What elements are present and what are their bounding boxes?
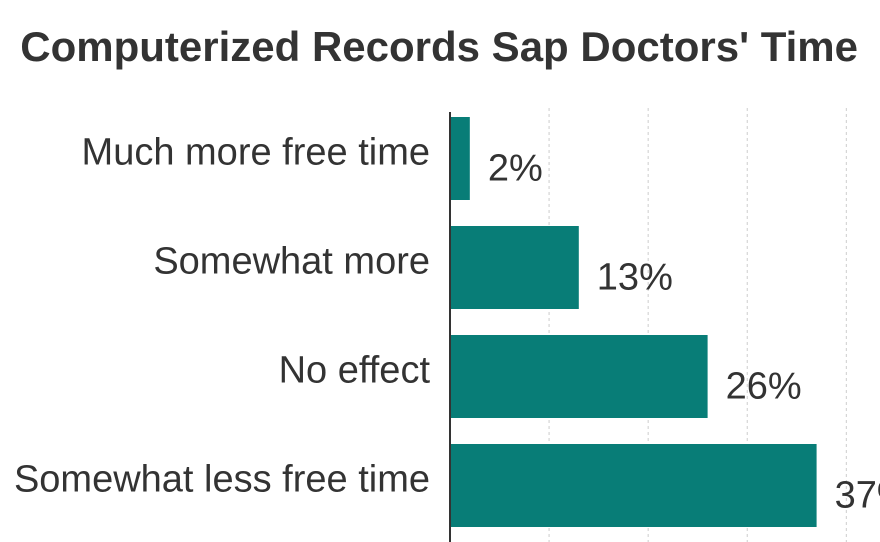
bar — [450, 335, 708, 418]
y-tick-label: Somewhat less free time — [14, 459, 430, 501]
y-tick-label: Much more free time — [82, 132, 430, 174]
bar — [450, 226, 579, 309]
value-label: 26% — [726, 366, 802, 408]
value-label: 13% — [597, 257, 673, 299]
value-label: 37% — [835, 475, 880, 517]
y-tick-label: No effect — [279, 350, 431, 392]
bar — [450, 117, 470, 200]
value-label: 2% — [488, 148, 543, 190]
y-tick-label: Somewhat more — [153, 241, 430, 283]
bar — [450, 444, 817, 527]
chart-title: Computerized Records Sap Doctors' Time — [20, 23, 858, 70]
